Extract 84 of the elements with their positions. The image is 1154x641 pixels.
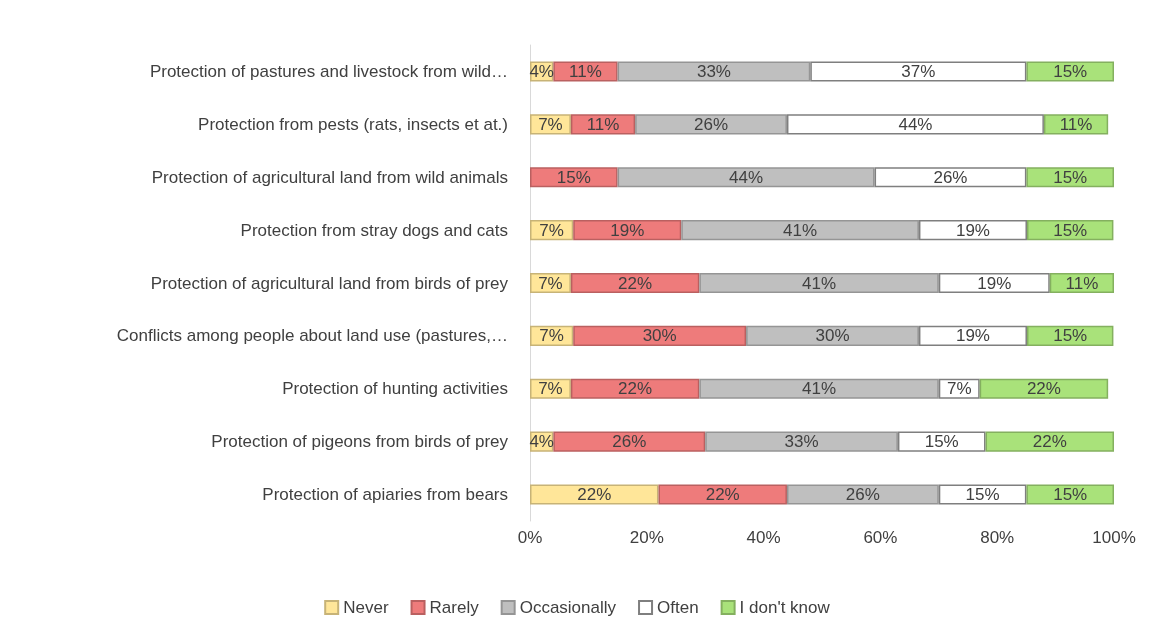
bar bbox=[635, 114, 787, 135]
data-label: 7% bbox=[538, 379, 563, 399]
data-label: 15% bbox=[924, 432, 959, 452]
data-label: 30% bbox=[642, 326, 677, 346]
bar bbox=[681, 220, 919, 241]
y-tick-label: Protection of agricultural land from wild animals bbox=[151, 167, 508, 187]
data-label: 4% bbox=[529, 432, 554, 452]
x-tick-label: 20% bbox=[629, 528, 664, 547]
data-label: 15% bbox=[1053, 485, 1088, 505]
bar bbox=[530, 484, 659, 505]
bar bbox=[617, 61, 811, 82]
data-label: 7% bbox=[539, 326, 564, 346]
bar bbox=[985, 431, 1114, 452]
bar bbox=[810, 61, 1027, 82]
data-label: 19% bbox=[610, 220, 645, 240]
bar bbox=[570, 378, 700, 399]
bar bbox=[573, 325, 747, 346]
x-tick-label: 0% bbox=[517, 528, 543, 547]
data-label: 22% bbox=[1026, 379, 1061, 399]
bar bbox=[553, 431, 706, 452]
data-label: 7% bbox=[538, 273, 563, 293]
data-label: 22% bbox=[618, 273, 653, 293]
data-label: 26% bbox=[612, 432, 647, 452]
x-tick-label: 60% bbox=[863, 528, 898, 547]
data-label: 22% bbox=[1032, 432, 1067, 452]
data-label: 19% bbox=[955, 326, 990, 346]
y-tick-label: Protection of pigeons from birds of prey bbox=[211, 432, 509, 452]
data-label: 15% bbox=[965, 485, 1000, 505]
data-label: 7% bbox=[946, 379, 972, 399]
y-tick-label: Protection from pests (rats, insects et at.) bbox=[198, 114, 508, 134]
y-tick-label: Protection of hunting activities bbox=[282, 379, 508, 399]
data-label: 22% bbox=[577, 485, 612, 505]
data-label: 33% bbox=[784, 432, 819, 452]
data-label: 4% bbox=[529, 61, 554, 81]
bar bbox=[874, 167, 1027, 188]
bar bbox=[699, 378, 939, 399]
data-label: 22% bbox=[705, 485, 740, 505]
legend-label: Often bbox=[657, 598, 699, 617]
legend-label: I don't know bbox=[739, 598, 831, 617]
y-tick-label: Conflicts among people about land use (pastures,… bbox=[116, 326, 508, 346]
data-label: 7% bbox=[539, 220, 564, 240]
data-label: 15% bbox=[556, 167, 591, 187]
bar bbox=[786, 114, 1044, 135]
data-label: 7% bbox=[538, 114, 563, 134]
data-label: 11% bbox=[569, 61, 602, 81]
data-label: 37% bbox=[901, 61, 936, 81]
data-label: 15% bbox=[1053, 167, 1088, 187]
bar bbox=[746, 325, 919, 346]
data-label: 11% bbox=[1065, 273, 1099, 293]
x-tick-label: 100% bbox=[1092, 528, 1136, 547]
y-tick-label: Protection of pastures and livestock from wild… bbox=[149, 61, 508, 81]
bar bbox=[617, 167, 875, 188]
data-label: 19% bbox=[955, 220, 990, 240]
data-label: 15% bbox=[1053, 326, 1088, 346]
x-tick-label: 40% bbox=[746, 528, 781, 547]
bar bbox=[979, 378, 1109, 399]
data-label: 26% bbox=[933, 167, 968, 187]
legend-label: Rarely bbox=[429, 598, 480, 617]
data-label: 41% bbox=[802, 379, 837, 399]
bar bbox=[658, 484, 787, 505]
data-label: 44% bbox=[898, 114, 933, 134]
data-label: 15% bbox=[1053, 220, 1088, 240]
data-label: 15% bbox=[1053, 61, 1088, 81]
legend-label: Occasionally bbox=[519, 598, 617, 617]
data-label: 44% bbox=[729, 167, 764, 187]
data-label: 30% bbox=[815, 326, 850, 346]
y-tick-label: Protection of agricultural land from birds of prey bbox=[150, 273, 509, 293]
data-label: 11% bbox=[1059, 114, 1093, 134]
bar bbox=[705, 431, 898, 452]
data-label: 19% bbox=[977, 273, 1012, 293]
y-tick-label: Protection of apiaries from bears bbox=[262, 485, 508, 505]
data-label: 26% bbox=[845, 485, 880, 505]
data-label: 11% bbox=[586, 114, 620, 134]
bar bbox=[570, 272, 700, 294]
x-tick-label: 80% bbox=[980, 528, 1015, 547]
bar bbox=[699, 272, 939, 294]
legend-label: Never bbox=[343, 598, 389, 617]
data-label: 22% bbox=[618, 379, 653, 399]
data-label: 33% bbox=[696, 61, 731, 81]
y-tick-label: Protection from stray dogs and cats bbox=[240, 220, 508, 240]
bar bbox=[786, 484, 939, 505]
data-label: 41% bbox=[802, 273, 837, 293]
data-label: 41% bbox=[783, 220, 818, 240]
data-label: 26% bbox=[694, 114, 729, 134]
